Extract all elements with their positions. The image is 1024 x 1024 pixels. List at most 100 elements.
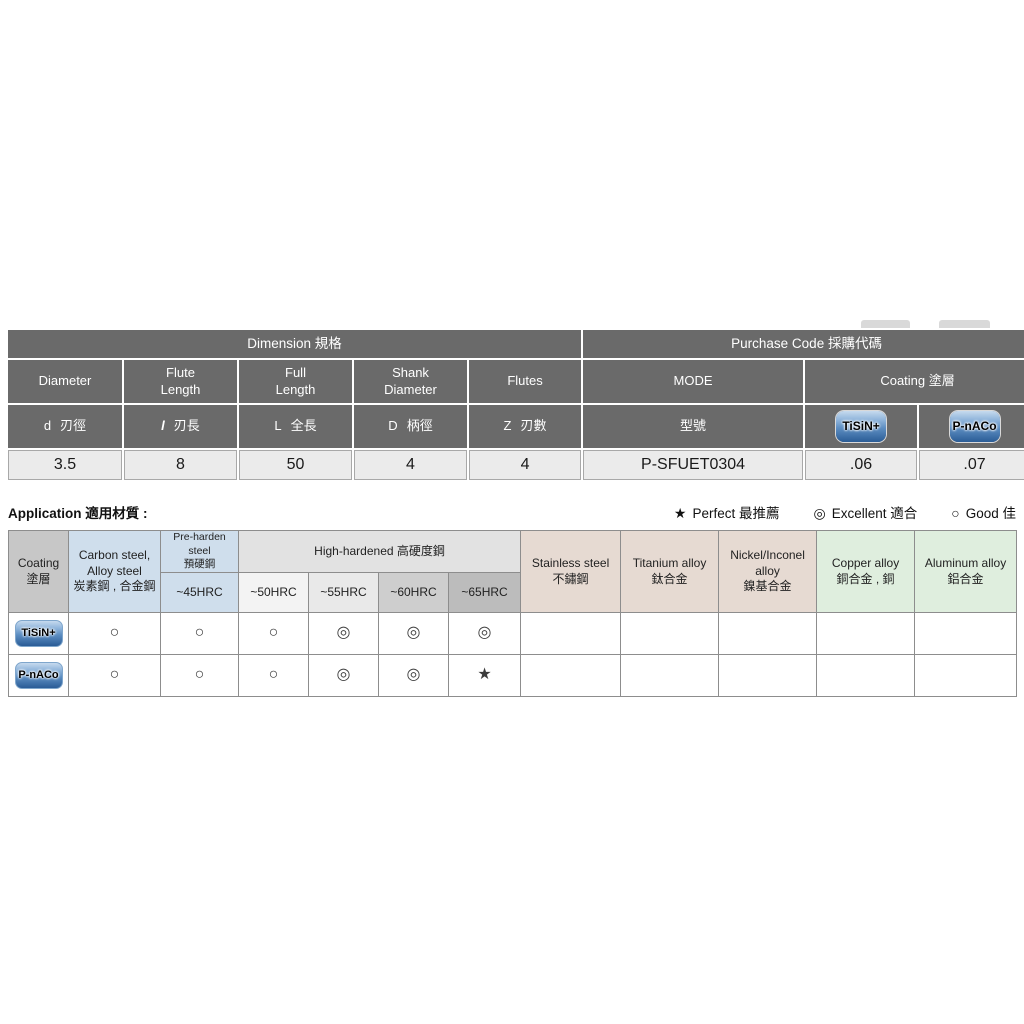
header-high-hardened: High-hardened 高硬度鋼 xyxy=(237,530,522,573)
value-full-length: 50 xyxy=(239,450,352,480)
rating-cell: ○ xyxy=(238,654,309,697)
rating-cell xyxy=(620,654,720,697)
header-45hrc: ~45HRC xyxy=(160,572,239,613)
legend: ★ Perfect 最推薦 ◎ Excellent 適合 ○ Good 佳 xyxy=(674,502,1016,522)
header-65hrc: ~65HRC xyxy=(447,572,522,613)
sub-diameter-label: 刃徑 xyxy=(60,418,87,434)
sub-shank-diameter-label: 柄徑 xyxy=(406,418,433,434)
header-nickel-inconel-alloy: Nickel/Inconel alloy 鎳基合金 xyxy=(718,530,818,613)
sub-flutes: Z 刃數 xyxy=(469,405,582,448)
tisin-row-badge-cell: TiSiN+ xyxy=(8,612,69,655)
value-diameter: 3.5 xyxy=(8,450,122,480)
header-copper-alloy: Copper alloy 銅合金 , 銅 xyxy=(816,530,916,613)
star-icon: ★ xyxy=(673,505,687,521)
value-tisin-code: .06 xyxy=(805,450,918,480)
legend-excellent-label: Excellent 適合 xyxy=(831,506,918,521)
col-shank-diameter: Shank Diameter xyxy=(354,360,467,403)
header-60hrc: ~60HRC xyxy=(378,572,449,613)
sub-mode: 型號 xyxy=(583,405,804,448)
application-table: Coating 塗層 Carbon steel, Alloy steel 炭素鋼… xyxy=(8,530,1018,697)
tisin-badge-small: TiSiN+ xyxy=(14,620,63,647)
rating-cell xyxy=(718,654,818,697)
legend-perfect: ★ Perfect 最推薦 xyxy=(674,502,780,522)
value-pnaco-code: .07 xyxy=(919,450,1024,480)
purchase-code-group-header: Purchase Code 採購代碼 xyxy=(583,330,1024,358)
app-header-row-1: Coating 塗層 Carbon steel, Alloy steel 炭素鋼… xyxy=(8,530,1018,613)
sub-flutes-label: 刃數 xyxy=(520,418,547,434)
sub-full-length-label: 全長 xyxy=(290,418,317,434)
col-diameter: Diameter xyxy=(8,360,122,403)
double-circle-icon: ◎ xyxy=(813,505,826,521)
pnaco-row-badge-cell: P-nACo xyxy=(8,654,69,697)
rating-cell xyxy=(620,612,720,655)
sub-flute-length-label: 刃長 xyxy=(173,418,200,434)
rating-cell xyxy=(914,612,1018,655)
rating-cell: ○ xyxy=(160,654,239,697)
circle-icon: ○ xyxy=(951,505,960,521)
rating-cell: ○ xyxy=(68,654,161,697)
header-50hrc: ~50HRC xyxy=(238,572,309,613)
pnaco-badge-small: P-nACo xyxy=(14,662,63,689)
rating-cell: ◎ xyxy=(378,612,449,655)
col-full-length: Full Length xyxy=(239,360,352,403)
value-mode: P-SFUET0304 xyxy=(583,450,804,480)
sub-full-length: L 全長 xyxy=(239,405,352,448)
symbol-l-italic: l xyxy=(161,418,165,434)
header-preharden-steel: Pre-harden steel 預硬鋼 xyxy=(160,530,239,573)
rating-cell xyxy=(914,654,1018,697)
rating-cell xyxy=(520,654,622,697)
rating-cell: ◎ xyxy=(447,612,522,655)
rating-cell: ★ xyxy=(447,654,522,697)
header-coating: Coating 塗層 xyxy=(8,530,69,613)
application-title: Application 適用材質 : xyxy=(8,506,148,521)
rating-cell: ○ xyxy=(68,612,161,655)
col-flute-length: Flute Length xyxy=(124,360,237,403)
legend-perfect-label: Perfect 最推薦 xyxy=(692,506,780,521)
rating-cell xyxy=(816,612,916,655)
symbol-d: d xyxy=(43,418,52,434)
rating-cell: ○ xyxy=(160,612,239,655)
dimension-group-header: Dimension 規格 xyxy=(8,330,582,358)
rating-cell: ◎ xyxy=(378,654,449,697)
header-carbon-steel: Carbon steel, Alloy steel 炭素鋼 , 合金鋼 xyxy=(68,530,161,613)
group-header-row: Dimension 規格 Purchase Code 採購代碼 xyxy=(8,330,1024,358)
symbol-L: L xyxy=(274,418,282,434)
symbol-Z: Z xyxy=(503,418,512,434)
coating-tisin-cell: TiSiN+ xyxy=(805,405,918,448)
spec-data-row: 3.5 8 50 4 4 P-SFUET0304 .06 .07 xyxy=(8,450,1024,480)
header-aluminum-alloy: Aluminum alloy 鋁合金 xyxy=(914,530,1018,613)
header-55hrc: ~55HRC xyxy=(308,572,379,613)
sub-header-row: d 刃徑 l 刃長 L 全長 D 柄徑 Z 刃數 型號 TiSiN+ P-nACo xyxy=(8,405,1024,448)
sub-shank-diameter: D 柄徑 xyxy=(354,405,467,448)
col-flutes: Flutes xyxy=(469,360,582,403)
header-stainless-steel: Stainless steel 不鏽鋼 xyxy=(520,530,622,613)
col-coating: Coating 塗層 xyxy=(805,360,1024,403)
legend-excellent: ◎ Excellent 適合 xyxy=(814,502,918,522)
sub-flute-length: l 刃長 xyxy=(124,405,237,448)
app-header-row-2: ~45HRC ~50HRC ~55HRC ~60HRC ~65HRC xyxy=(9,572,1017,613)
application-header-line: Application 適用材質 : ★ Perfect 最推薦 ◎ Excel… xyxy=(8,502,1016,522)
tisin-badge: TiSiN+ xyxy=(836,411,887,442)
rating-cell: ◎ xyxy=(308,654,379,697)
value-flutes: 4 xyxy=(469,450,582,480)
symbol-D: D xyxy=(388,418,398,434)
column-header-row: Diameter Flute Length Full Length Shank … xyxy=(8,360,1024,403)
rating-cell xyxy=(718,612,818,655)
pnaco-badge: P-nACo xyxy=(949,411,1000,442)
rating-cell xyxy=(816,654,916,697)
rating-cell: ○ xyxy=(238,612,309,655)
dimension-table: Dimension 規格 Purchase Code 採購代碼 Diameter… xyxy=(6,328,1024,482)
header-titanium-alloy: Titanium alloy 鈦合金 xyxy=(620,530,720,613)
value-shank-diameter: 4 xyxy=(354,450,467,480)
value-flute-length: 8 xyxy=(124,450,237,480)
tisin-application-row: TiSiN+ ○ ○ ○ ◎ ◎ ◎ xyxy=(8,612,1018,655)
col-mode: MODE xyxy=(583,360,804,403)
application-table-wrap: Coating 塗層 Carbon steel, Alloy steel 炭素鋼… xyxy=(8,530,1018,697)
sub-diameter: d 刃徑 xyxy=(8,405,122,448)
coating-pnaco-cell: P-nACo xyxy=(919,405,1024,448)
legend-good-label: Good 佳 xyxy=(965,506,1016,521)
dimension-table-wrap: Dimension 規格 Purchase Code 採購代碼 Diameter… xyxy=(6,328,1024,482)
rating-cell xyxy=(520,612,622,655)
legend-good: ○ Good 佳 xyxy=(951,502,1016,522)
pnaco-application-row: P-nACo ○ ○ ○ ◎ ◎ ★ xyxy=(8,654,1018,697)
